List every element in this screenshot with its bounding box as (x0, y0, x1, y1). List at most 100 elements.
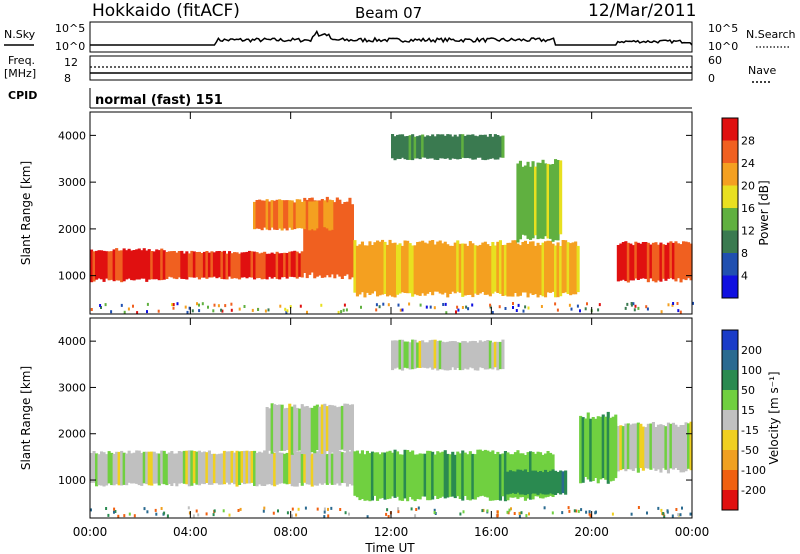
noise-cell (267, 308, 270, 312)
data-cell (200, 253, 204, 278)
data-cell (486, 136, 490, 160)
data-cell (230, 253, 234, 279)
data-cell (310, 453, 314, 487)
data-cell (265, 253, 269, 280)
data-cell (343, 452, 347, 484)
x-tick-label: 12:00 (374, 525, 409, 539)
data-cell (646, 423, 650, 469)
data-cell (433, 136, 437, 160)
colorbar-frame (721, 117, 739, 299)
noise-cell (366, 515, 369, 519)
noise-cell (657, 506, 660, 510)
noise-cell (512, 302, 514, 305)
data-cell (396, 451, 400, 497)
data-cell (130, 453, 134, 484)
data-cell (493, 454, 497, 501)
data-cell (348, 451, 352, 485)
data-cell (320, 452, 324, 485)
data-cell (396, 340, 400, 368)
data-cell (310, 201, 314, 230)
noise-cell (671, 303, 674, 307)
data-cell (393, 449, 397, 498)
data-cell (222, 450, 226, 485)
data-cell (671, 422, 675, 470)
data-cell (679, 425, 683, 473)
data-cell (300, 452, 304, 486)
data-cell (473, 341, 477, 371)
data-cell (436, 451, 440, 499)
data-cell (235, 252, 239, 279)
data-cell (441, 341, 445, 370)
noise-cell (387, 515, 390, 518)
data-cell (157, 453, 161, 486)
data-cell (253, 201, 257, 230)
noise-cell (212, 513, 215, 517)
data-cell (639, 423, 643, 468)
data-cell (569, 243, 573, 296)
noise-cell (397, 507, 400, 511)
noise-cell (198, 309, 201, 313)
nsearch-tick-top: 10^5 (708, 22, 738, 35)
data-cell (217, 453, 221, 485)
data-cell (421, 240, 425, 294)
data-cell (423, 342, 427, 368)
noise-cell (662, 512, 665, 515)
nsky-label: N.Sky (4, 28, 36, 41)
data-cell (481, 450, 485, 496)
data-cell (330, 200, 334, 275)
data-cell (641, 242, 645, 279)
noise-cell (671, 514, 674, 518)
data-cell (160, 248, 164, 281)
noise-cell (415, 508, 418, 511)
data-cell (666, 242, 670, 279)
data-cell (486, 340, 490, 370)
y-tick-label: 4000 (58, 129, 86, 142)
data-cell (513, 471, 517, 494)
data-cell (513, 240, 517, 293)
data-cell (634, 241, 638, 279)
data-cell (556, 160, 560, 241)
data-cell (559, 246, 563, 297)
data-cell (386, 244, 390, 297)
data-cell (165, 252, 169, 279)
data-cell (666, 422, 670, 474)
noise-cell (524, 305, 527, 309)
noise-cell (188, 306, 191, 310)
data-cell (674, 424, 678, 469)
colorbar-tick-label: 50 (741, 384, 755, 397)
data-cell (370, 451, 374, 501)
data-cell (644, 242, 648, 279)
data-cell (654, 242, 658, 283)
data-cell (233, 252, 237, 279)
data-cell (491, 450, 495, 501)
data-cell (260, 452, 264, 486)
colorbar-tick-label: 200 (741, 344, 762, 357)
data-cell (431, 339, 435, 370)
noise-cell (230, 308, 233, 312)
data-cell (350, 451, 354, 486)
data-cell (333, 202, 337, 230)
noise-cell (299, 304, 302, 308)
velocity-colorbar: 200 100 50 15 -15 -50 -100 -200 (721, 329, 766, 511)
data-cell (687, 423, 691, 469)
data-cell (441, 243, 445, 295)
data-cell (318, 406, 322, 453)
nsearch-tick-bottom: 10^0 (708, 40, 738, 53)
data-cell (345, 451, 349, 487)
data-cell (207, 450, 211, 485)
noise-cell (527, 306, 530, 310)
noise-cell (375, 303, 378, 307)
freq-strip: Freq. [MHz] 12 8 60 0 Nave (4, 54, 776, 85)
data-cell (265, 199, 269, 230)
data-cell (388, 239, 392, 296)
cpid-label: CPID (8, 89, 37, 102)
data-cell (360, 450, 364, 499)
data-cell (383, 452, 387, 500)
noise-cell (520, 511, 523, 515)
data-cell (278, 199, 282, 229)
nave-tick-bottom: 0 (708, 72, 715, 85)
data-cell (155, 249, 159, 280)
data-cell (383, 241, 387, 294)
noise-cell (576, 304, 579, 308)
data-cell (325, 202, 329, 229)
